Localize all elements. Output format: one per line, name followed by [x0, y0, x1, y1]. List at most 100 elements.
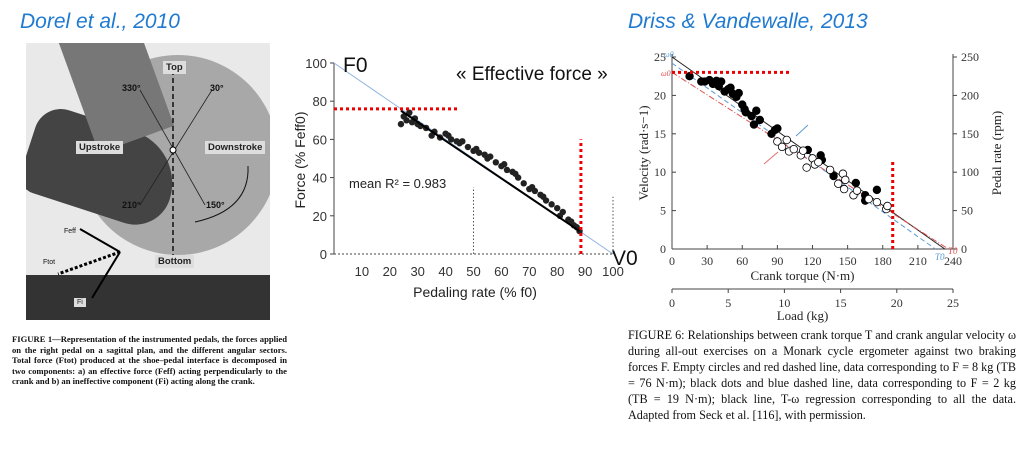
filled-data-point [829, 171, 838, 181]
open-data-point [798, 146, 808, 155]
open-data-point [773, 137, 782, 146]
filled-data-point [872, 185, 882, 195]
data-point [464, 143, 472, 151]
omega0-red-label: ω0 [661, 69, 671, 78]
open-data-point [814, 158, 823, 167]
y-tick-label: 80 [313, 94, 327, 109]
load-axis-label: Load (kg) [777, 308, 829, 323]
figure6-caption: FIGURE 6: Relationships between crank to… [628, 328, 1017, 422]
open-data-point [802, 163, 811, 172]
y-tick-label: 5 [660, 204, 666, 218]
x-tick-label: 240 [944, 254, 962, 268]
r-squared-label: mean R² = 0.983 [349, 176, 446, 191]
y2-tick-label: 0 [961, 242, 967, 256]
data-point [500, 161, 508, 168]
x-tick-label: 20 [383, 264, 397, 279]
crank-axis [169, 146, 177, 154]
y-tick-label: 10 [654, 165, 666, 179]
data-point [397, 120, 405, 128]
data-point [447, 136, 455, 143]
floor-bar [26, 275, 270, 320]
filled-data-point [741, 108, 750, 117]
load-tick-label: 25 [947, 296, 959, 310]
y2-tick-label: 50 [961, 204, 973, 218]
data-point [559, 208, 566, 216]
y2-tick-label: 250 [961, 50, 979, 64]
label-feff: Feff [64, 228, 76, 235]
filled-data-point [747, 111, 756, 121]
open-data-point [782, 135, 791, 145]
sector-line-30-210 [139, 89, 213, 206]
label-150: 150° [206, 200, 225, 210]
x-tick-label: 150 [839, 254, 857, 268]
label-bottom: Bottom [155, 255, 195, 268]
x-tick-label: 30 [410, 264, 424, 279]
filled-data-point [716, 77, 726, 86]
y-tick-label: 15 [654, 127, 666, 141]
filled-data-point [773, 124, 782, 133]
open-data-point [872, 197, 882, 207]
open-data-point [789, 144, 798, 154]
y-tick-label: 40 [313, 171, 327, 186]
right-title: Driss & Vandewalle, 2013 [628, 10, 868, 33]
data-point [487, 153, 494, 160]
data-point [503, 166, 511, 174]
label-210: 210° [122, 200, 141, 210]
fit-line [400, 109, 581, 232]
x-tick-label: 60 [494, 264, 508, 279]
y-tick-label: 20 [313, 209, 327, 224]
label-upstroke: Upstroke [76, 141, 124, 154]
data-point [548, 201, 555, 208]
load-tick-label: 15 [835, 296, 847, 310]
load-tick-label: 5 [725, 296, 731, 310]
chart-title: « Effective force » [456, 64, 608, 85]
x-tick-label: 90 [771, 254, 783, 268]
pedal-photo [26, 43, 270, 320]
f0-label: F0 [343, 54, 368, 77]
label-330: 330° [122, 83, 141, 93]
open-data-point [841, 175, 850, 185]
omega0-blue-label: ω0 [664, 50, 674, 59]
label-ftot: Ftot [43, 259, 56, 266]
load-tick-label: 10 [778, 296, 790, 310]
t0-blue-label: T0 [935, 252, 945, 262]
y-tick-label: 60 [313, 132, 327, 147]
y2-tick-label: 100 [961, 165, 979, 179]
y-axis-label: Velocity (rad·s−1) [636, 105, 651, 200]
x-tick-label: 180 [874, 254, 892, 268]
left-title: Dorel et al., 2010 [20, 10, 180, 33]
y-tick-label: 0 [660, 242, 666, 256]
y2-tick-label: 150 [961, 127, 979, 141]
open-data-point [852, 186, 862, 195]
v0-label: V0 [612, 247, 638, 270]
x-tick-label: 80 [550, 264, 564, 279]
load-tick-label: 20 [891, 296, 903, 310]
open-data-point [777, 142, 787, 152]
x-tick-label: 210 [909, 254, 927, 268]
open-data-point [883, 201, 892, 211]
x-tick-label: 90 [578, 264, 592, 279]
y2-tick-label: 200 [961, 88, 979, 102]
data-point [542, 197, 550, 204]
filled-data-point [749, 120, 759, 129]
load-tick-label: 0 [669, 296, 675, 310]
x-tick-label: 100 [602, 264, 624, 279]
y-tick-label: 0 [320, 247, 327, 262]
filled-data-point [851, 178, 861, 188]
y-axis-label: Force (% Feff0) [292, 112, 308, 209]
data-point [459, 138, 466, 145]
ftot-arrow-icon [57, 250, 121, 276]
x-axis-label: Crank torque (N·m) [751, 268, 855, 283]
x-tick-label: 50 [466, 264, 480, 279]
blue-arrow-icon [795, 124, 809, 137]
figure1-caption: FIGURE 1—Representation of the instrumen… [12, 334, 287, 387]
open-data-point [864, 194, 873, 204]
open-data-point [839, 184, 849, 194]
x-axis-label: Pedaling rate (% f0) [413, 284, 537, 300]
label-top: Top [163, 61, 186, 74]
data-point [403, 117, 410, 124]
label-30: 30° [210, 83, 224, 93]
